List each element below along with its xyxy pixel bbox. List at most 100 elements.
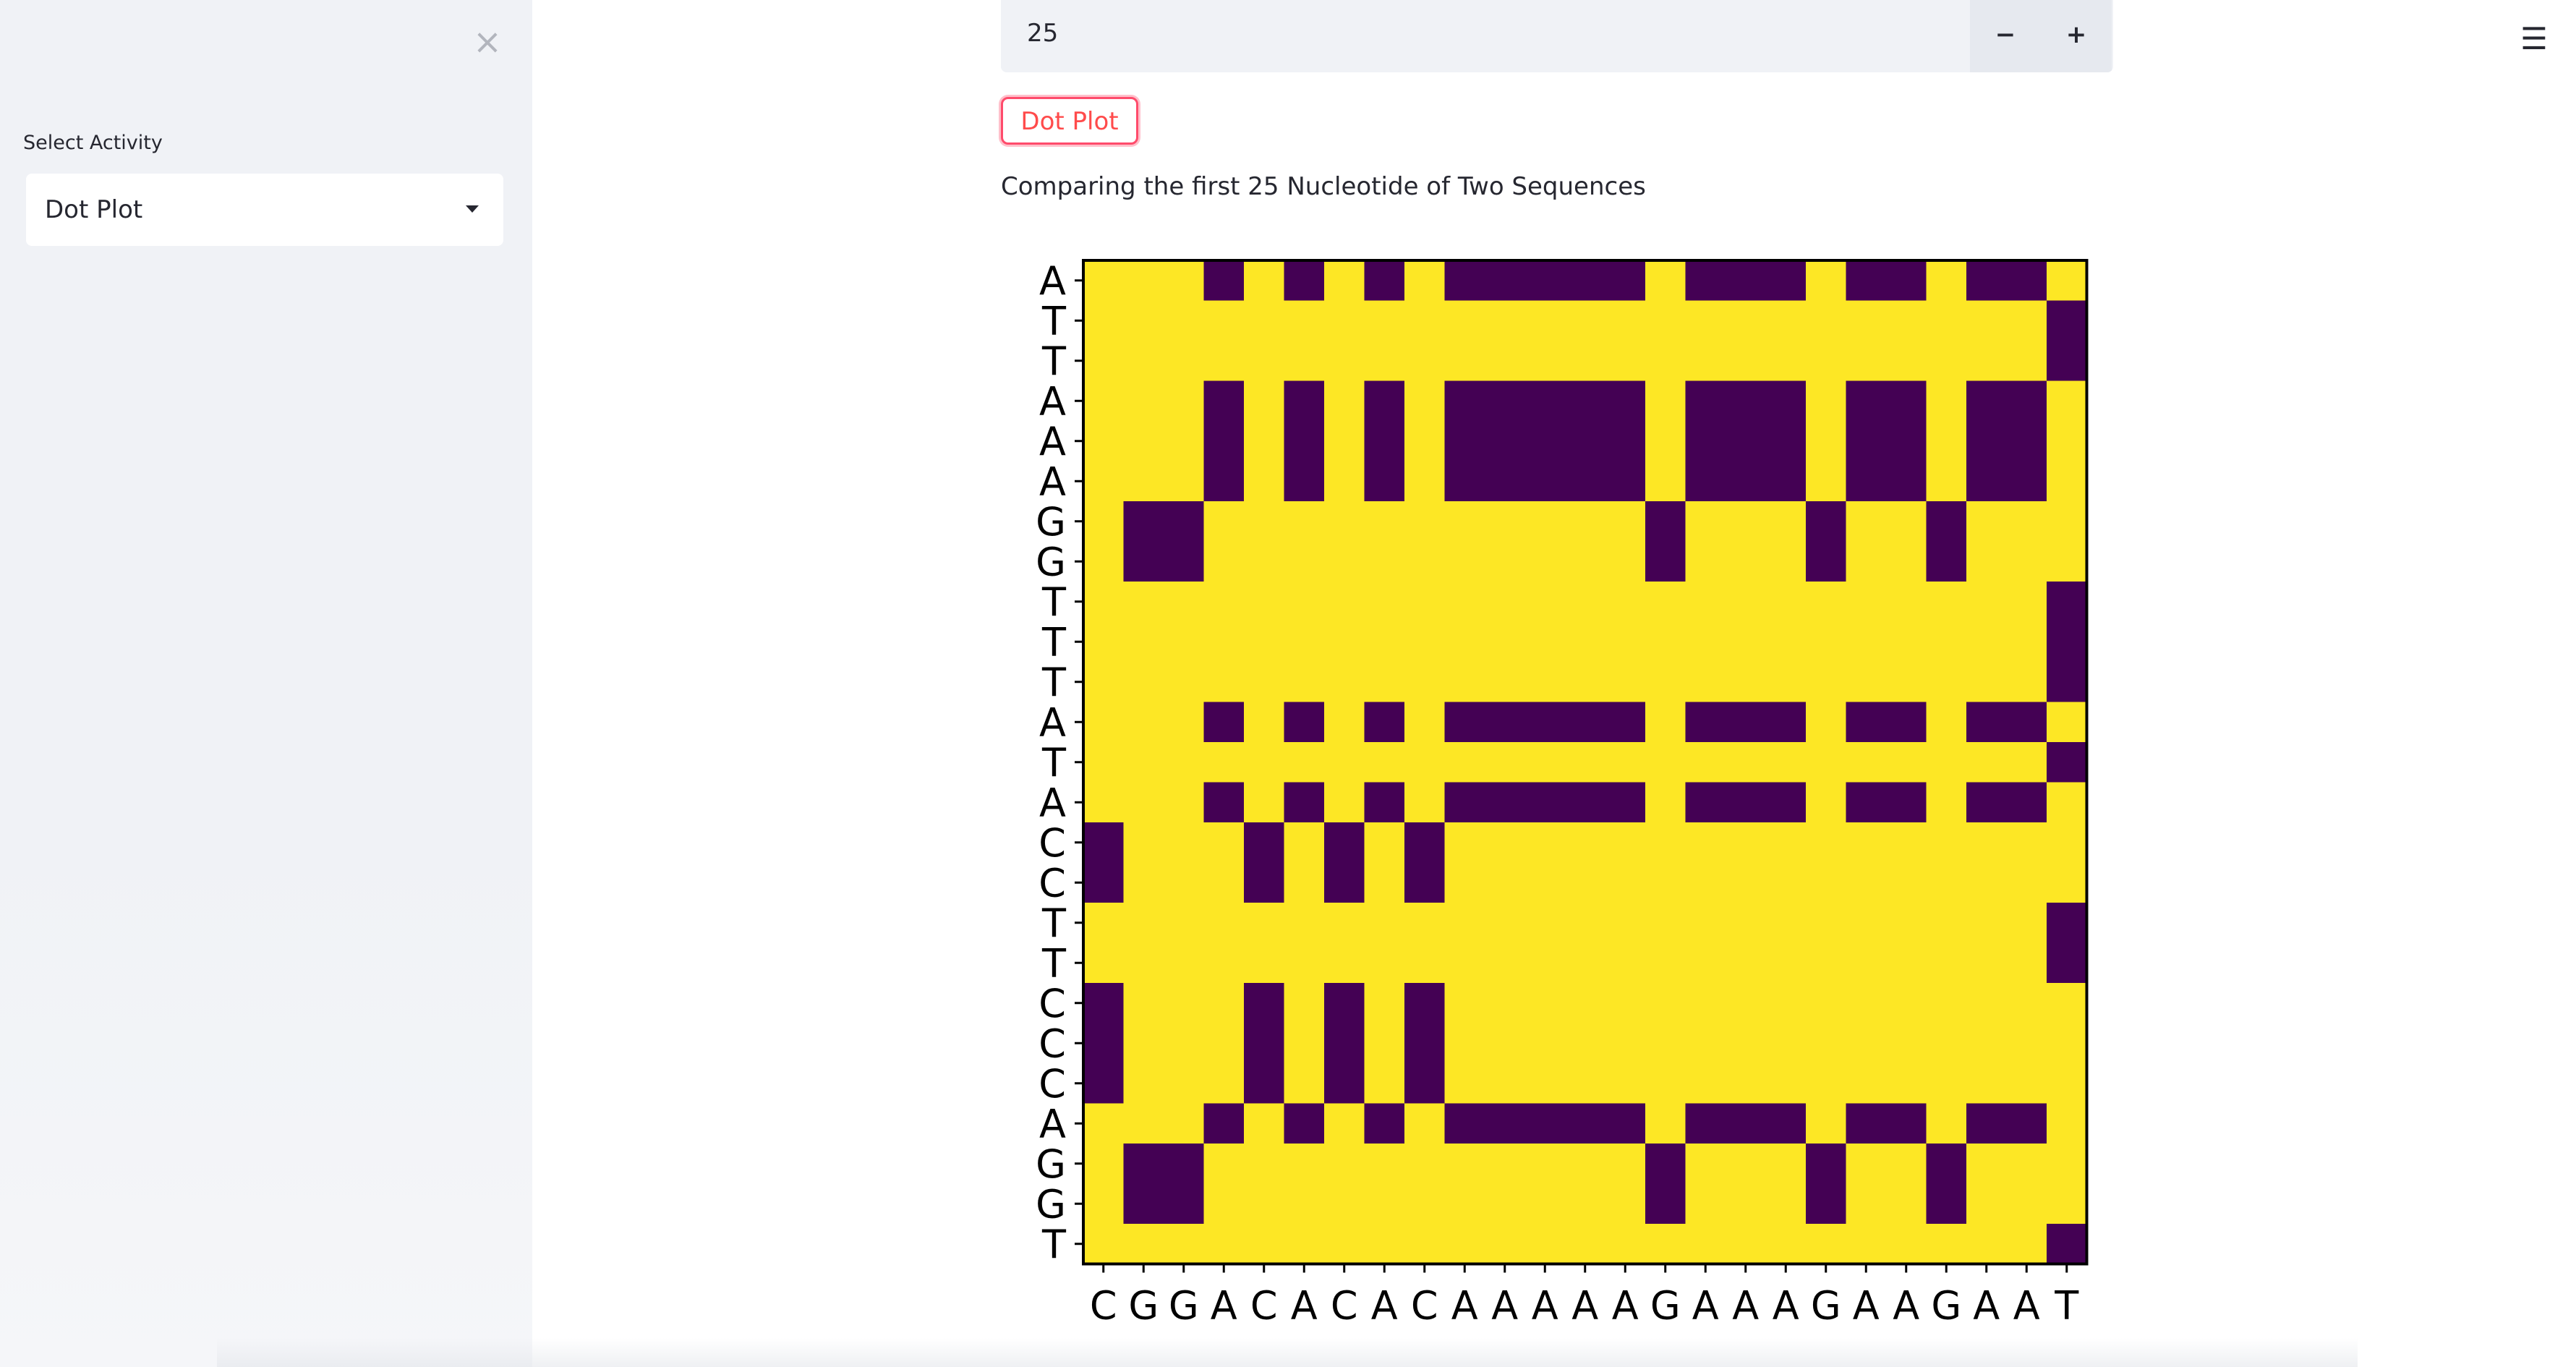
mismatch-cell — [2047, 461, 2088, 502]
mismatch-cell — [1364, 1183, 1405, 1225]
mismatch-cell — [1524, 662, 1566, 703]
nucleotide-count-value[interactable]: 25 — [1027, 19, 1059, 48]
match-cell — [1806, 541, 1847, 582]
mismatch-cell — [1926, 742, 1967, 783]
mismatch-cell — [1886, 1183, 1927, 1225]
mismatch-cell — [1645, 260, 1686, 302]
match-cell — [1605, 702, 1646, 743]
mismatch-cell — [1966, 621, 2008, 663]
y-tick-label: C — [1038, 1021, 1066, 1066]
match-cell — [1726, 260, 1767, 302]
activity-select[interactable]: Dot Plot — [26, 174, 503, 246]
dot-plot-button[interactable]: Dot Plot — [1001, 97, 1138, 145]
mismatch-cell — [1284, 742, 1325, 783]
mismatch-cell — [1404, 1103, 1446, 1144]
bottom-shadow — [217, 1338, 2358, 1367]
mismatch-cell — [1524, 1144, 1566, 1185]
match-cell — [1765, 461, 1807, 502]
match-cell — [1203, 702, 1245, 743]
mismatch-cell — [1645, 662, 1686, 703]
mismatch-cell — [1485, 1023, 1526, 1064]
match-cell — [1765, 380, 1807, 422]
mismatch-cell — [1284, 582, 1325, 623]
mismatch-cell — [2006, 983, 2047, 1024]
mismatch-cell — [1806, 260, 1847, 302]
mismatch-cell — [1164, 822, 1205, 864]
mismatch-cell — [1123, 903, 1164, 944]
mismatch-cell — [1846, 1144, 1887, 1185]
match-cell — [1565, 421, 1606, 462]
mismatch-cell — [1284, 1023, 1325, 1064]
mismatch-cell — [1886, 1224, 1927, 1265]
x-tick-label: A — [1211, 1283, 1237, 1329]
mismatch-cell — [1765, 300, 1807, 341]
mismatch-cell — [1244, 300, 1285, 341]
match-cell — [1524, 702, 1566, 743]
mismatch-cell — [1926, 300, 1967, 341]
decrement-button[interactable]: − — [1970, 0, 2041, 72]
mismatch-cell — [1846, 1063, 1887, 1104]
mismatch-cell — [1846, 621, 1887, 663]
mismatch-cell — [1886, 341, 1927, 382]
close-icon[interactable]: × — [472, 22, 503, 62]
mismatch-cell — [1605, 300, 1646, 341]
match-cell — [1485, 782, 1526, 823]
match-cell — [2006, 461, 2047, 502]
match-cell — [1886, 260, 1927, 302]
mismatch-cell — [1966, 1023, 2008, 1064]
mismatch-cell — [1806, 862, 1847, 903]
nucleotide-count-input[interactable]: 25 − + — [1001, 0, 2113, 72]
match-cell — [1886, 421, 1927, 462]
match-cell — [1524, 380, 1566, 422]
match-cell — [1806, 501, 1847, 542]
mismatch-cell — [1083, 300, 1125, 341]
match-cell — [2006, 782, 2047, 823]
mismatch-cell — [1846, 662, 1887, 703]
mismatch-cell — [1364, 1224, 1405, 1265]
mismatch-cell — [1123, 662, 1164, 703]
y-tick-label: C — [1038, 820, 1066, 866]
mismatch-cell — [1565, 501, 1606, 542]
mismatch-cell — [1565, 1224, 1606, 1265]
mismatch-cell — [1645, 702, 1686, 743]
mismatch-cell — [1726, 1224, 1767, 1265]
mismatch-cell — [1765, 582, 1807, 623]
mismatch-cell — [1806, 300, 1847, 341]
match-cell — [1685, 461, 1726, 502]
match-cell — [1284, 702, 1325, 743]
mismatch-cell — [1806, 822, 1847, 864]
mismatch-cell — [1726, 1183, 1767, 1225]
mismatch-cell — [1765, 1224, 1807, 1265]
mismatch-cell — [1485, 983, 1526, 1024]
mismatch-cell — [1966, 501, 2008, 542]
match-cell — [1444, 380, 1485, 422]
mismatch-cell — [1083, 461, 1125, 502]
mismatch-cell — [1324, 702, 1365, 743]
mismatch-cell — [1726, 1063, 1767, 1104]
mismatch-cell — [1765, 621, 1807, 663]
mismatch-cell — [1284, 942, 1325, 984]
mismatch-cell — [1284, 1224, 1325, 1265]
mismatch-cell — [1605, 942, 1646, 984]
mismatch-cell — [1123, 1063, 1164, 1104]
mismatch-cell — [1524, 1183, 1566, 1225]
increment-button[interactable]: + — [2041, 0, 2112, 72]
mismatch-cell — [1485, 541, 1526, 582]
mismatch-cell — [1806, 582, 1847, 623]
hamburger-menu-icon[interactable]: ☰ — [2520, 21, 2548, 56]
match-cell — [1284, 260, 1325, 302]
mismatch-cell — [1726, 541, 1767, 582]
mismatch-cell — [1726, 300, 1767, 341]
match-cell — [2047, 621, 2088, 663]
mismatch-cell — [1203, 300, 1245, 341]
mismatch-cell — [1123, 942, 1164, 984]
mismatch-cell — [1806, 421, 1847, 462]
mismatch-cell — [1324, 1144, 1365, 1185]
mismatch-cell — [1284, 1063, 1325, 1104]
match-cell — [1324, 862, 1365, 903]
mismatch-cell — [1806, 461, 1847, 502]
mismatch-cell — [1886, 1144, 1927, 1185]
x-tick-label: A — [1773, 1283, 1799, 1329]
match-cell — [1565, 380, 1606, 422]
x-tick-label: A — [1893, 1283, 1919, 1329]
